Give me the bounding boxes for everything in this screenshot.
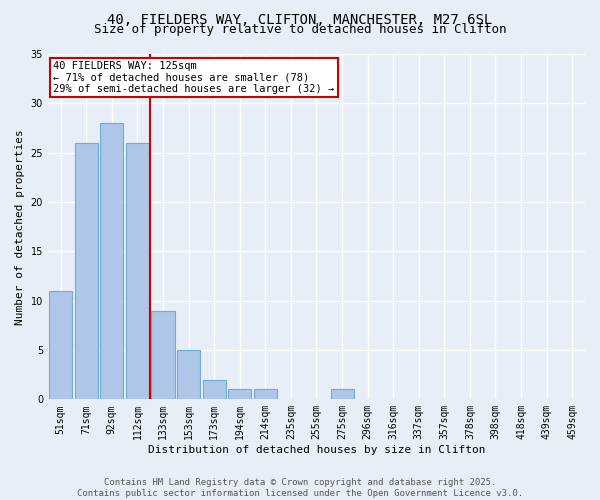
Bar bbox=[254, 390, 277, 400]
Bar bbox=[177, 350, 200, 400]
Bar bbox=[228, 390, 251, 400]
Text: Size of property relative to detached houses in Clifton: Size of property relative to detached ho… bbox=[94, 22, 506, 36]
Bar bbox=[331, 390, 353, 400]
Bar bbox=[100, 123, 124, 400]
Text: Contains HM Land Registry data © Crown copyright and database right 2025.
Contai: Contains HM Land Registry data © Crown c… bbox=[77, 478, 523, 498]
Bar bbox=[126, 143, 149, 400]
Text: 40, FIELDERS WAY, CLIFTON, MANCHESTER, M27 6SL: 40, FIELDERS WAY, CLIFTON, MANCHESTER, M… bbox=[107, 12, 493, 26]
Bar bbox=[151, 310, 175, 400]
Bar bbox=[203, 380, 226, 400]
Y-axis label: Number of detached properties: Number of detached properties bbox=[15, 129, 25, 324]
X-axis label: Distribution of detached houses by size in Clifton: Distribution of detached houses by size … bbox=[148, 445, 485, 455]
Bar bbox=[49, 291, 72, 400]
Text: 40 FIELDERS WAY: 125sqm
← 71% of detached houses are smaller (78)
29% of semi-de: 40 FIELDERS WAY: 125sqm ← 71% of detache… bbox=[53, 61, 335, 94]
Bar bbox=[75, 143, 98, 400]
